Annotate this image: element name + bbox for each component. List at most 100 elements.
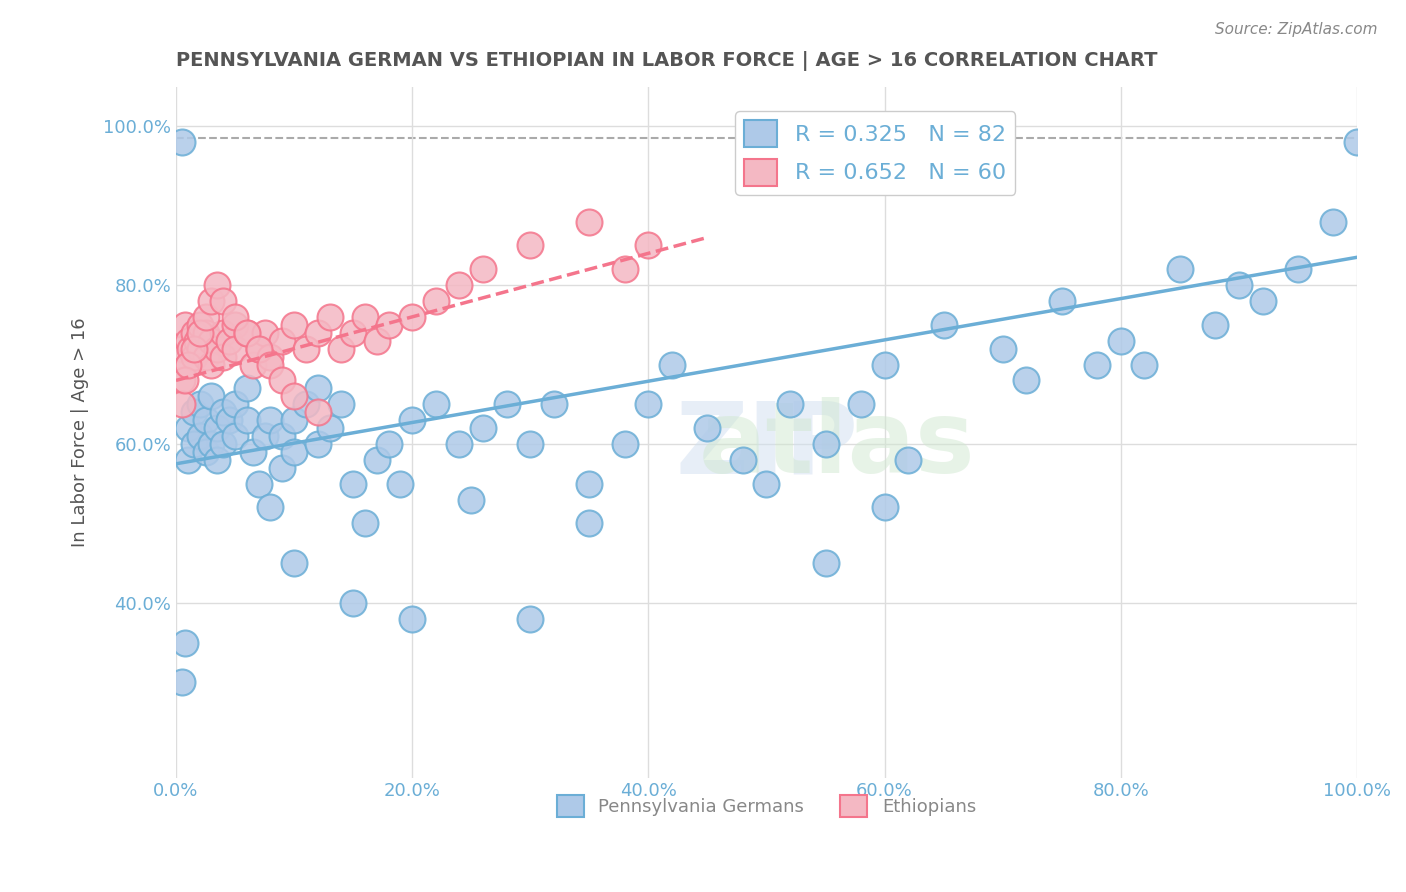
Point [318, 310, 340, 324]
Point [472, 421, 495, 435]
Point [224, 429, 246, 443]
Point [1204, 318, 1226, 332]
Point [242, 358, 264, 372]
Point [449, 278, 471, 293]
Point [1286, 262, 1309, 277]
Point [247, 476, 270, 491]
Point [519, 238, 541, 252]
Point [283, 318, 305, 332]
Point [236, 326, 259, 340]
Point [174, 635, 197, 649]
Point [307, 381, 329, 395]
Point [170, 135, 193, 149]
Point [342, 326, 364, 340]
Point [1085, 358, 1108, 372]
Point [188, 342, 211, 356]
Point [1168, 262, 1191, 277]
Text: atlas: atlas [699, 397, 976, 494]
Point [194, 326, 217, 340]
Point [271, 460, 294, 475]
Point [283, 556, 305, 570]
Point [247, 342, 270, 356]
Point [1346, 135, 1368, 149]
Point [578, 476, 600, 491]
Point [613, 437, 636, 451]
Point [1133, 358, 1156, 372]
Point [207, 342, 229, 356]
Point [873, 358, 896, 372]
Point [194, 413, 217, 427]
Point [449, 437, 471, 451]
Point [283, 413, 305, 427]
Point [200, 334, 222, 348]
Point [183, 342, 205, 356]
Point [1322, 214, 1344, 228]
Point [307, 437, 329, 451]
Point [253, 326, 276, 340]
Point [177, 334, 200, 348]
Text: PENNSYLVANIA GERMAN VS ETHIOPIAN IN LABOR FORCE | AGE > 16 CORRELATION CHART: PENNSYLVANIA GERMAN VS ETHIOPIAN IN LABO… [176, 51, 1157, 70]
Point [814, 556, 837, 570]
Point [236, 326, 259, 340]
Point [377, 318, 399, 332]
Point [578, 214, 600, 228]
Point [271, 373, 294, 387]
Point [212, 293, 235, 308]
Point [495, 397, 517, 411]
Point [183, 350, 205, 364]
Point [188, 326, 211, 340]
Point [218, 413, 240, 427]
Point [188, 318, 211, 332]
Point [271, 334, 294, 348]
Point [1050, 293, 1073, 308]
Point [236, 413, 259, 427]
Point [179, 342, 201, 356]
Point [183, 405, 205, 419]
Point [401, 612, 423, 626]
Point [1109, 334, 1132, 348]
Point [170, 675, 193, 690]
Point [194, 445, 217, 459]
Point [779, 397, 801, 411]
Point [207, 453, 229, 467]
Text: ZIP: ZIP [675, 397, 858, 494]
Legend: Pennsylvania Germans, Ethiopians: Pennsylvania Germans, Ethiopians [550, 788, 983, 824]
Point [212, 350, 235, 364]
Point [212, 405, 235, 419]
Point [425, 293, 447, 308]
Point [183, 437, 205, 451]
Point [224, 342, 246, 356]
Point [472, 262, 495, 277]
Point [283, 389, 305, 403]
Text: Source: ZipAtlas.com: Source: ZipAtlas.com [1215, 22, 1378, 37]
Point [755, 476, 778, 491]
Point [200, 389, 222, 403]
Point [253, 429, 276, 443]
Y-axis label: In Labor Force | Age > 16: In Labor Force | Age > 16 [72, 318, 89, 547]
Point [200, 293, 222, 308]
Point [177, 453, 200, 467]
Point [170, 397, 193, 411]
Point [637, 238, 659, 252]
Point [207, 278, 229, 293]
Point [366, 453, 388, 467]
Point [932, 318, 955, 332]
Point [366, 334, 388, 348]
Point [1227, 278, 1250, 293]
Point [354, 516, 377, 531]
Point [177, 358, 200, 372]
Point [425, 397, 447, 411]
Point [283, 445, 305, 459]
Point [661, 358, 683, 372]
Point [212, 326, 235, 340]
Point [543, 397, 565, 411]
Point [224, 318, 246, 332]
Point [1251, 293, 1274, 308]
Point [259, 358, 281, 372]
Point [224, 397, 246, 411]
Point [200, 358, 222, 372]
Point [194, 310, 217, 324]
Point [236, 381, 259, 395]
Point [330, 342, 353, 356]
Point [207, 421, 229, 435]
